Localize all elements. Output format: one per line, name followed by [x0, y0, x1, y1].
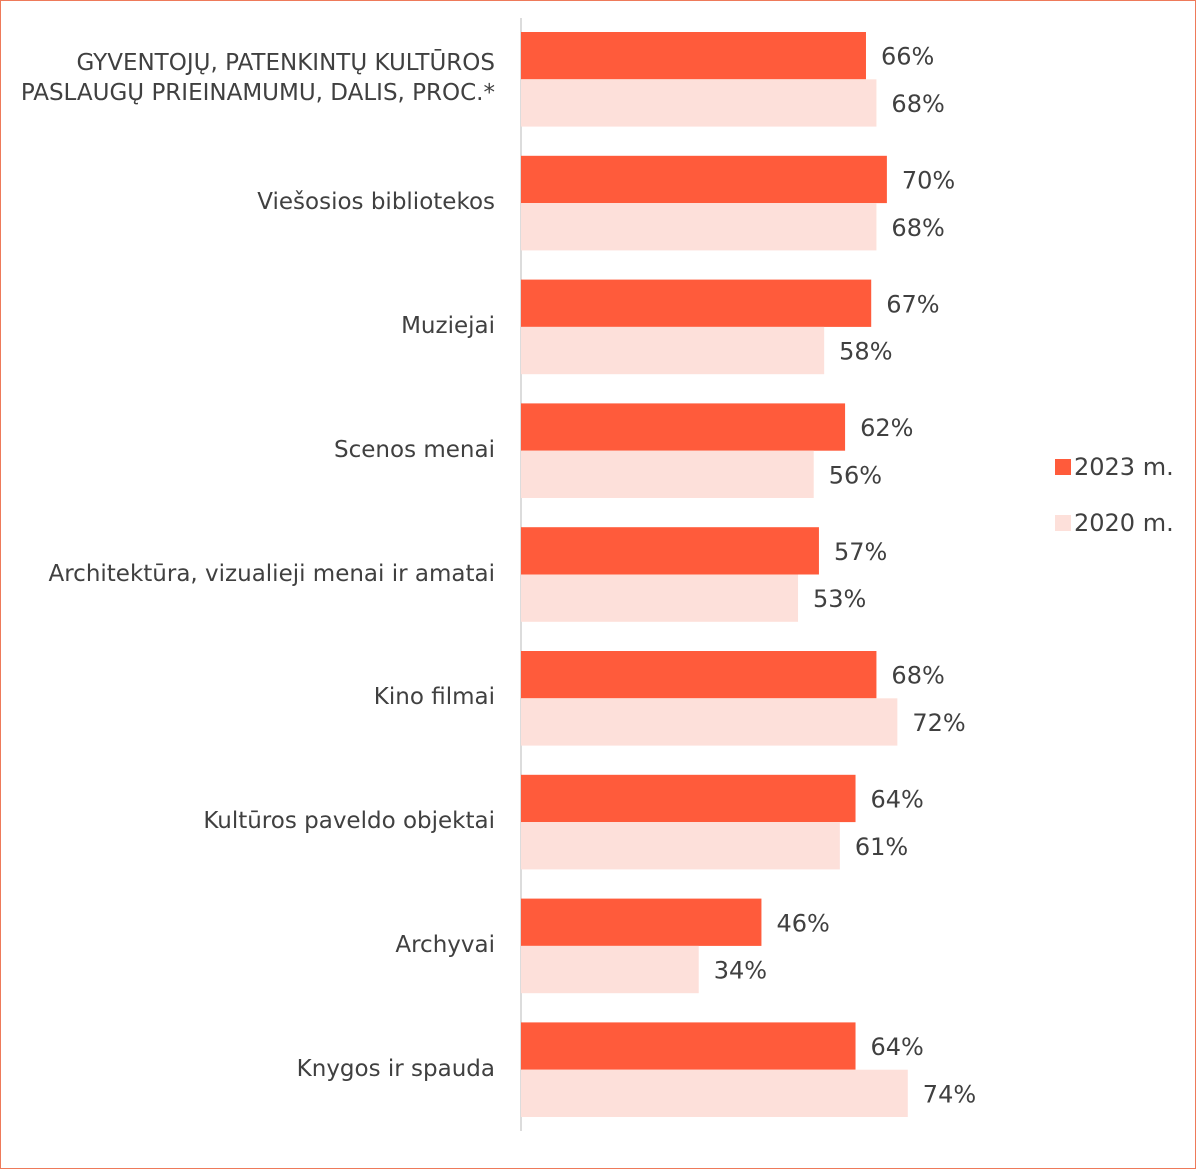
data-label: 67%	[886, 290, 939, 318]
bar	[521, 774, 856, 823]
data-label: 74%	[923, 1080, 976, 1108]
data-label: 34%	[714, 957, 767, 985]
data-label: 56%	[829, 461, 882, 489]
category-label: Scenos menai	[334, 436, 495, 463]
category-label: GYVENTOJŲ, PATENKINTŲ KULTŪROS PASLAUGŲ …	[20, 50, 495, 107]
category-label: Knygos ir spauda	[296, 1055, 495, 1082]
category-label: Kultūros paveldo objektai	[203, 808, 495, 835]
data-label: 70%	[902, 166, 955, 194]
category-label: Kino filmai	[373, 684, 495, 711]
bar	[521, 203, 877, 251]
legend-label: 2023 m.	[1074, 453, 1174, 481]
data-label: 64%	[871, 1033, 924, 1061]
category-label: Viešosios bibliotekos	[257, 189, 495, 216]
data-label: 58%	[839, 338, 892, 366]
bar	[521, 326, 825, 375]
data-label: 53%	[813, 585, 866, 613]
bar	[521, 279, 872, 327]
legend-swatch	[1055, 515, 1071, 531]
bar	[521, 651, 877, 699]
bar	[521, 822, 840, 870]
bar	[521, 574, 799, 622]
data-label: 46%	[776, 909, 829, 937]
legend-swatch	[1055, 459, 1071, 475]
bar	[521, 155, 887, 204]
bar	[521, 1069, 908, 1117]
category-label: Archyvai	[395, 931, 495, 958]
data-label: 62%	[860, 414, 913, 442]
bar	[521, 698, 898, 746]
category-label: Muziejai	[401, 312, 495, 339]
data-label: 57%	[834, 538, 887, 566]
data-label: 72%	[912, 709, 965, 737]
category-label: Architektūra, vizualieji menai ir amatai	[48, 560, 495, 587]
data-label: 61%	[855, 833, 908, 861]
bar	[521, 403, 846, 451]
data-label: 68%	[891, 662, 944, 690]
bar	[521, 1022, 856, 1070]
bar	[521, 898, 762, 946]
bar	[521, 79, 877, 127]
data-label: 68%	[891, 214, 944, 242]
bar	[521, 945, 699, 994]
bar	[521, 527, 819, 575]
legend-label: 2020 m.	[1074, 509, 1174, 537]
data-label: 66%	[881, 43, 934, 71]
data-label: 68%	[891, 90, 944, 118]
bar	[521, 450, 814, 498]
data-label: 64%	[871, 785, 924, 813]
bar	[521, 32, 866, 80]
